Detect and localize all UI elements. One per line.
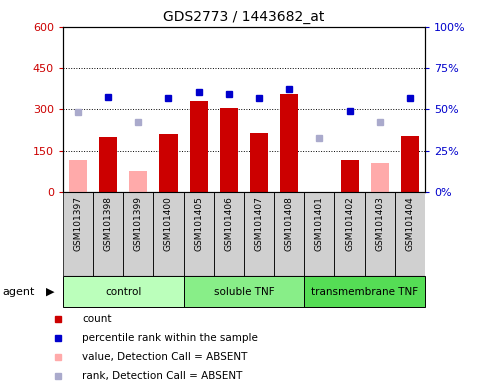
Bar <box>220 108 238 192</box>
Bar <box>371 163 389 192</box>
Text: soluble TNF: soluble TNF <box>213 287 274 297</box>
Text: agent: agent <box>2 287 35 297</box>
Text: ▶: ▶ <box>46 287 55 297</box>
FancyBboxPatch shape <box>184 276 304 307</box>
Text: GSM101405: GSM101405 <box>194 196 203 251</box>
Text: control: control <box>105 287 142 297</box>
Text: GSM101406: GSM101406 <box>224 196 233 251</box>
Text: transmembrane TNF: transmembrane TNF <box>311 287 418 297</box>
Text: percentile rank within the sample: percentile rank within the sample <box>82 333 258 343</box>
FancyBboxPatch shape <box>304 276 425 307</box>
Bar <box>250 133 268 192</box>
Text: GSM101404: GSM101404 <box>405 196 414 251</box>
Text: GSM101403: GSM101403 <box>375 196 384 251</box>
Text: GSM101400: GSM101400 <box>164 196 173 251</box>
Bar <box>189 101 208 192</box>
Bar <box>129 171 147 192</box>
Bar <box>159 134 178 192</box>
FancyBboxPatch shape <box>63 276 184 307</box>
Text: GSM101398: GSM101398 <box>103 196 113 251</box>
Text: GSM101402: GSM101402 <box>345 196 354 251</box>
Bar <box>280 94 298 192</box>
Bar <box>341 161 358 192</box>
Text: GSM101407: GSM101407 <box>255 196 264 251</box>
Title: GDS2773 / 1443682_at: GDS2773 / 1443682_at <box>163 10 325 25</box>
Bar <box>401 136 419 192</box>
Text: value, Detection Call = ABSENT: value, Detection Call = ABSENT <box>82 352 247 362</box>
Text: GSM101401: GSM101401 <box>315 196 324 251</box>
Bar <box>99 137 117 192</box>
Text: rank, Detection Call = ABSENT: rank, Detection Call = ABSENT <box>82 371 242 381</box>
Bar <box>69 161 87 192</box>
Text: GSM101397: GSM101397 <box>73 196 83 251</box>
Text: GSM101399: GSM101399 <box>134 196 143 251</box>
Text: count: count <box>82 314 112 324</box>
Text: GSM101408: GSM101408 <box>284 196 294 251</box>
